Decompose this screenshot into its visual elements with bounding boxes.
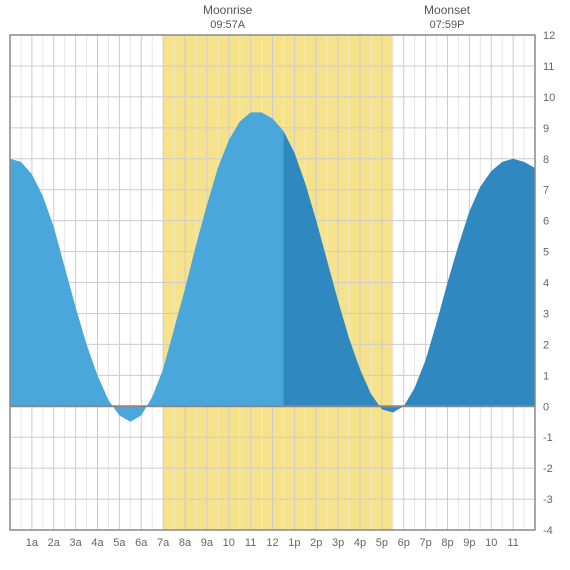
moonrise-label: Moonrise xyxy=(203,3,253,17)
x-tick-label: 1a xyxy=(26,537,39,549)
y-tick-label: 8 xyxy=(543,154,549,166)
y-tick-label: 2 xyxy=(543,339,549,351)
tide-chart: -4-3-2-101234567891011121a2a3a4a5a6a7a8a… xyxy=(0,0,570,570)
y-tick-label: 7 xyxy=(543,185,549,197)
x-tick-label: 5p xyxy=(376,537,388,549)
y-tick-label: -4 xyxy=(543,525,553,537)
x-tick-label: 1p xyxy=(288,537,300,549)
x-tick-label: 8a xyxy=(179,537,192,549)
y-tick-label: 5 xyxy=(543,247,549,259)
x-tick-label: 6p xyxy=(398,537,410,549)
x-tick-label: 9p xyxy=(463,537,475,549)
x-tick-label: 5a xyxy=(113,537,126,549)
y-tick-label: 12 xyxy=(543,30,555,42)
x-tick-label: 10 xyxy=(485,537,497,549)
moonrise-time: 09:57A xyxy=(210,19,246,31)
moonset-label: Moonset xyxy=(424,3,471,17)
y-tick-label: 9 xyxy=(543,123,549,135)
y-tick-label: 0 xyxy=(543,401,549,413)
y-tick-label: 6 xyxy=(543,216,549,228)
x-tick-label: 10 xyxy=(223,537,235,549)
x-tick-label: 11 xyxy=(245,537,256,549)
y-tick-label: -1 xyxy=(543,432,553,444)
y-tick-label: 11 xyxy=(543,61,554,73)
y-tick-label: -2 xyxy=(543,463,553,475)
y-tick-label: 1 xyxy=(543,370,549,382)
moonset-time: 07:59P xyxy=(430,19,465,31)
x-tick-label: 2a xyxy=(48,537,61,549)
x-tick-label: 12 xyxy=(266,537,278,549)
x-tick-label: 3p xyxy=(332,537,344,549)
y-tick-label: 10 xyxy=(543,92,555,104)
x-tick-label: 7a xyxy=(157,537,170,549)
x-tick-label: 7p xyxy=(420,537,432,549)
x-tick-label: 3a xyxy=(70,537,83,549)
x-tick-label: 2p xyxy=(310,537,322,549)
y-tick-label: 4 xyxy=(543,278,549,290)
x-tick-label: 4a xyxy=(91,537,104,549)
x-tick-label: 9a xyxy=(201,537,214,549)
x-tick-label: 8p xyxy=(441,537,453,549)
x-tick-label: 11 xyxy=(507,537,518,549)
chart-svg: -4-3-2-101234567891011121a2a3a4a5a6a7a8a… xyxy=(0,0,570,570)
x-tick-label: 6a xyxy=(135,537,148,549)
y-tick-label: -3 xyxy=(543,494,553,506)
y-tick-label: 3 xyxy=(543,308,549,320)
x-tick-label: 4p xyxy=(354,537,366,549)
